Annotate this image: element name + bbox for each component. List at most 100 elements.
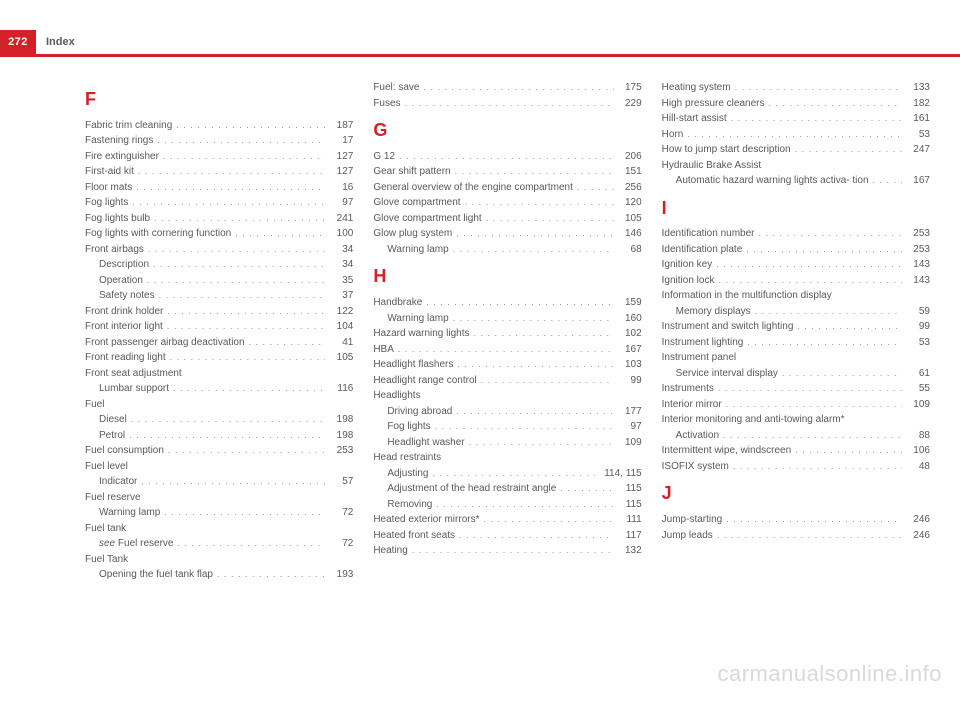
entry-label: Driving abroad	[387, 404, 452, 420]
entry-label: Memory displays	[676, 304, 751, 320]
leader-dots	[163, 149, 325, 165]
index-entry: Identification plate253	[662, 242, 930, 258]
index-entry: Activation88	[662, 428, 930, 444]
index-entry: Headlights	[373, 388, 641, 404]
entry-label: Front interior light	[85, 319, 163, 335]
entry-label: Front drink holder	[85, 304, 163, 320]
index-entry: G 12206	[373, 149, 641, 165]
entry-label: Fog lights	[85, 195, 128, 211]
index-entry: Adjusting 114, 115	[373, 466, 641, 482]
entry-label: Heating system	[662, 80, 731, 96]
entry-label: Gear shift pattern	[373, 164, 450, 180]
watermark: carmanualsonline.info	[717, 661, 942, 687]
index-entry: Warning lamp160	[373, 311, 641, 327]
index-entry: Heating132	[373, 543, 641, 559]
leader-dots	[170, 350, 326, 366]
index-entry: Fog lights with cornering function100	[85, 226, 353, 242]
index-entry: Front drink holder 122	[85, 304, 353, 320]
entry-page: 161	[906, 111, 930, 127]
leader-dots	[718, 273, 902, 289]
header-bar: 272 Index	[0, 30, 960, 54]
leader-dots	[483, 512, 613, 528]
index-entry: Petrol198	[85, 428, 353, 444]
index-columns: FFabric trim cleaning187Fastening rings1…	[85, 80, 930, 641]
entry-page: 109	[906, 397, 930, 413]
index-entry: Fastening rings17	[85, 133, 353, 149]
entry-page: 53	[906, 127, 930, 143]
entry-label: Instrument lighting	[662, 335, 744, 351]
entry-label: Fuel	[85, 397, 104, 413]
entry-page: 159	[618, 295, 642, 311]
entry-label: Glove compartment	[373, 195, 460, 211]
index-entry: Opening the fuel tank flap193	[85, 567, 353, 583]
entry-page: 122	[329, 304, 353, 320]
entry-label: Automatic hazard warning lights activa- …	[676, 173, 869, 189]
entry-page: 146	[618, 226, 642, 242]
index-entry: Heating system133	[662, 80, 930, 96]
entry-page: 106	[906, 443, 930, 459]
entry-page: 120	[618, 195, 642, 211]
index-entry: High pressure cleaners182	[662, 96, 930, 112]
entry-label: see Fuel reserve	[99, 536, 173, 552]
leader-dots	[435, 419, 614, 435]
entry-page: 182	[906, 96, 930, 112]
index-entry: Instrument lighting 53	[662, 335, 930, 351]
entry-page: 105	[618, 211, 642, 227]
entry-page: 105	[329, 350, 353, 366]
leader-dots	[132, 195, 325, 211]
entry-label: Fuel Tank	[85, 552, 128, 568]
leader-dots	[782, 366, 902, 382]
leader-dots	[873, 173, 902, 189]
index-entry: Operation35	[85, 273, 353, 289]
leader-dots	[217, 567, 325, 583]
entry-label: Headlights	[373, 388, 420, 404]
leader-dots	[129, 428, 325, 444]
leader-dots	[486, 211, 614, 227]
leader-dots	[138, 164, 325, 180]
index-entry: Safety notes37	[85, 288, 353, 304]
entry-label: Instrument panel	[662, 350, 737, 366]
entry-label: Headlight range control	[373, 373, 476, 389]
index-entry: Indicator57	[85, 474, 353, 490]
entry-label: Fuel: save	[373, 80, 419, 96]
column-2: Fuel: save175Fuses229GG 12206Gear shift …	[373, 80, 641, 641]
entry-label: Indicator	[99, 474, 137, 490]
entry-page: 167	[906, 173, 930, 189]
entry-page: 177	[618, 404, 642, 420]
entry-page: 109	[618, 435, 642, 451]
index-entry: Hydraulic Brake Assist	[662, 158, 930, 174]
entry-label: Hydraulic Brake Assist	[662, 158, 761, 174]
entry-label: Jump-starting	[662, 512, 723, 528]
entry-label: Warning lamp	[387, 242, 448, 258]
index-entry: Floor mats16	[85, 180, 353, 196]
entry-label: Description	[99, 257, 149, 273]
entry-page: 253	[906, 226, 930, 242]
leader-dots	[459, 528, 614, 544]
entry-label: Front passenger airbag deactivation	[85, 335, 245, 351]
entry-page: 53	[906, 335, 930, 351]
leader-dots	[456, 226, 613, 242]
entry-label: Fuel reserve	[85, 490, 141, 506]
entry-label: Ignition lock	[662, 273, 715, 289]
section-letter: I	[662, 195, 930, 223]
leader-dots	[577, 180, 614, 196]
entry-page: 48	[906, 459, 930, 475]
entry-page: 127	[329, 164, 353, 180]
index-entry: First-aid kit127	[85, 164, 353, 180]
leader-dots	[733, 459, 902, 475]
entry-page: 253	[906, 242, 930, 258]
entry-label: Adjusting	[387, 466, 428, 482]
entry-page: 99	[906, 319, 930, 335]
entry-page: 241	[329, 211, 353, 227]
index-entry: Automatic hazard warning lights activa- …	[662, 173, 930, 189]
entry-label: Instrument and switch lighting	[662, 319, 794, 335]
entry-page: 114, 115	[604, 466, 641, 482]
entry-page: 187	[329, 118, 353, 134]
entry-label: Lumbar support	[99, 381, 169, 397]
entry-label: Fastening rings	[85, 133, 153, 149]
leader-dots	[167, 319, 326, 335]
leader-dots	[718, 381, 902, 397]
entry-page: 99	[618, 373, 642, 389]
entry-label: G 12	[373, 149, 395, 165]
leader-dots	[795, 142, 902, 158]
